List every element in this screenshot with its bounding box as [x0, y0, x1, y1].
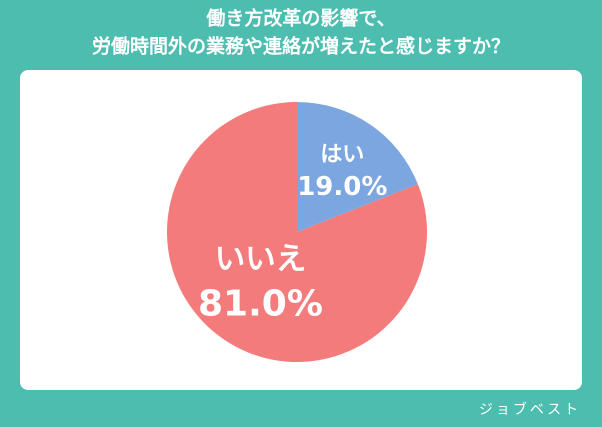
- watermark: ジョブベスト: [479, 401, 581, 418]
- slice-label: いいえ: [215, 242, 307, 277]
- slice-label: はい: [320, 142, 364, 168]
- chart-title: 労働時間外の業務や連絡が増えたと感じますか？: [92, 35, 510, 58]
- pie-slice: [297, 102, 418, 232]
- value-label: 19.0%: [297, 172, 387, 202]
- chart-title: 働き方改革の影響で、: [205, 7, 395, 30]
- value-label: 81.0%: [198, 284, 323, 325]
- pie-slice: [167, 102, 428, 363]
